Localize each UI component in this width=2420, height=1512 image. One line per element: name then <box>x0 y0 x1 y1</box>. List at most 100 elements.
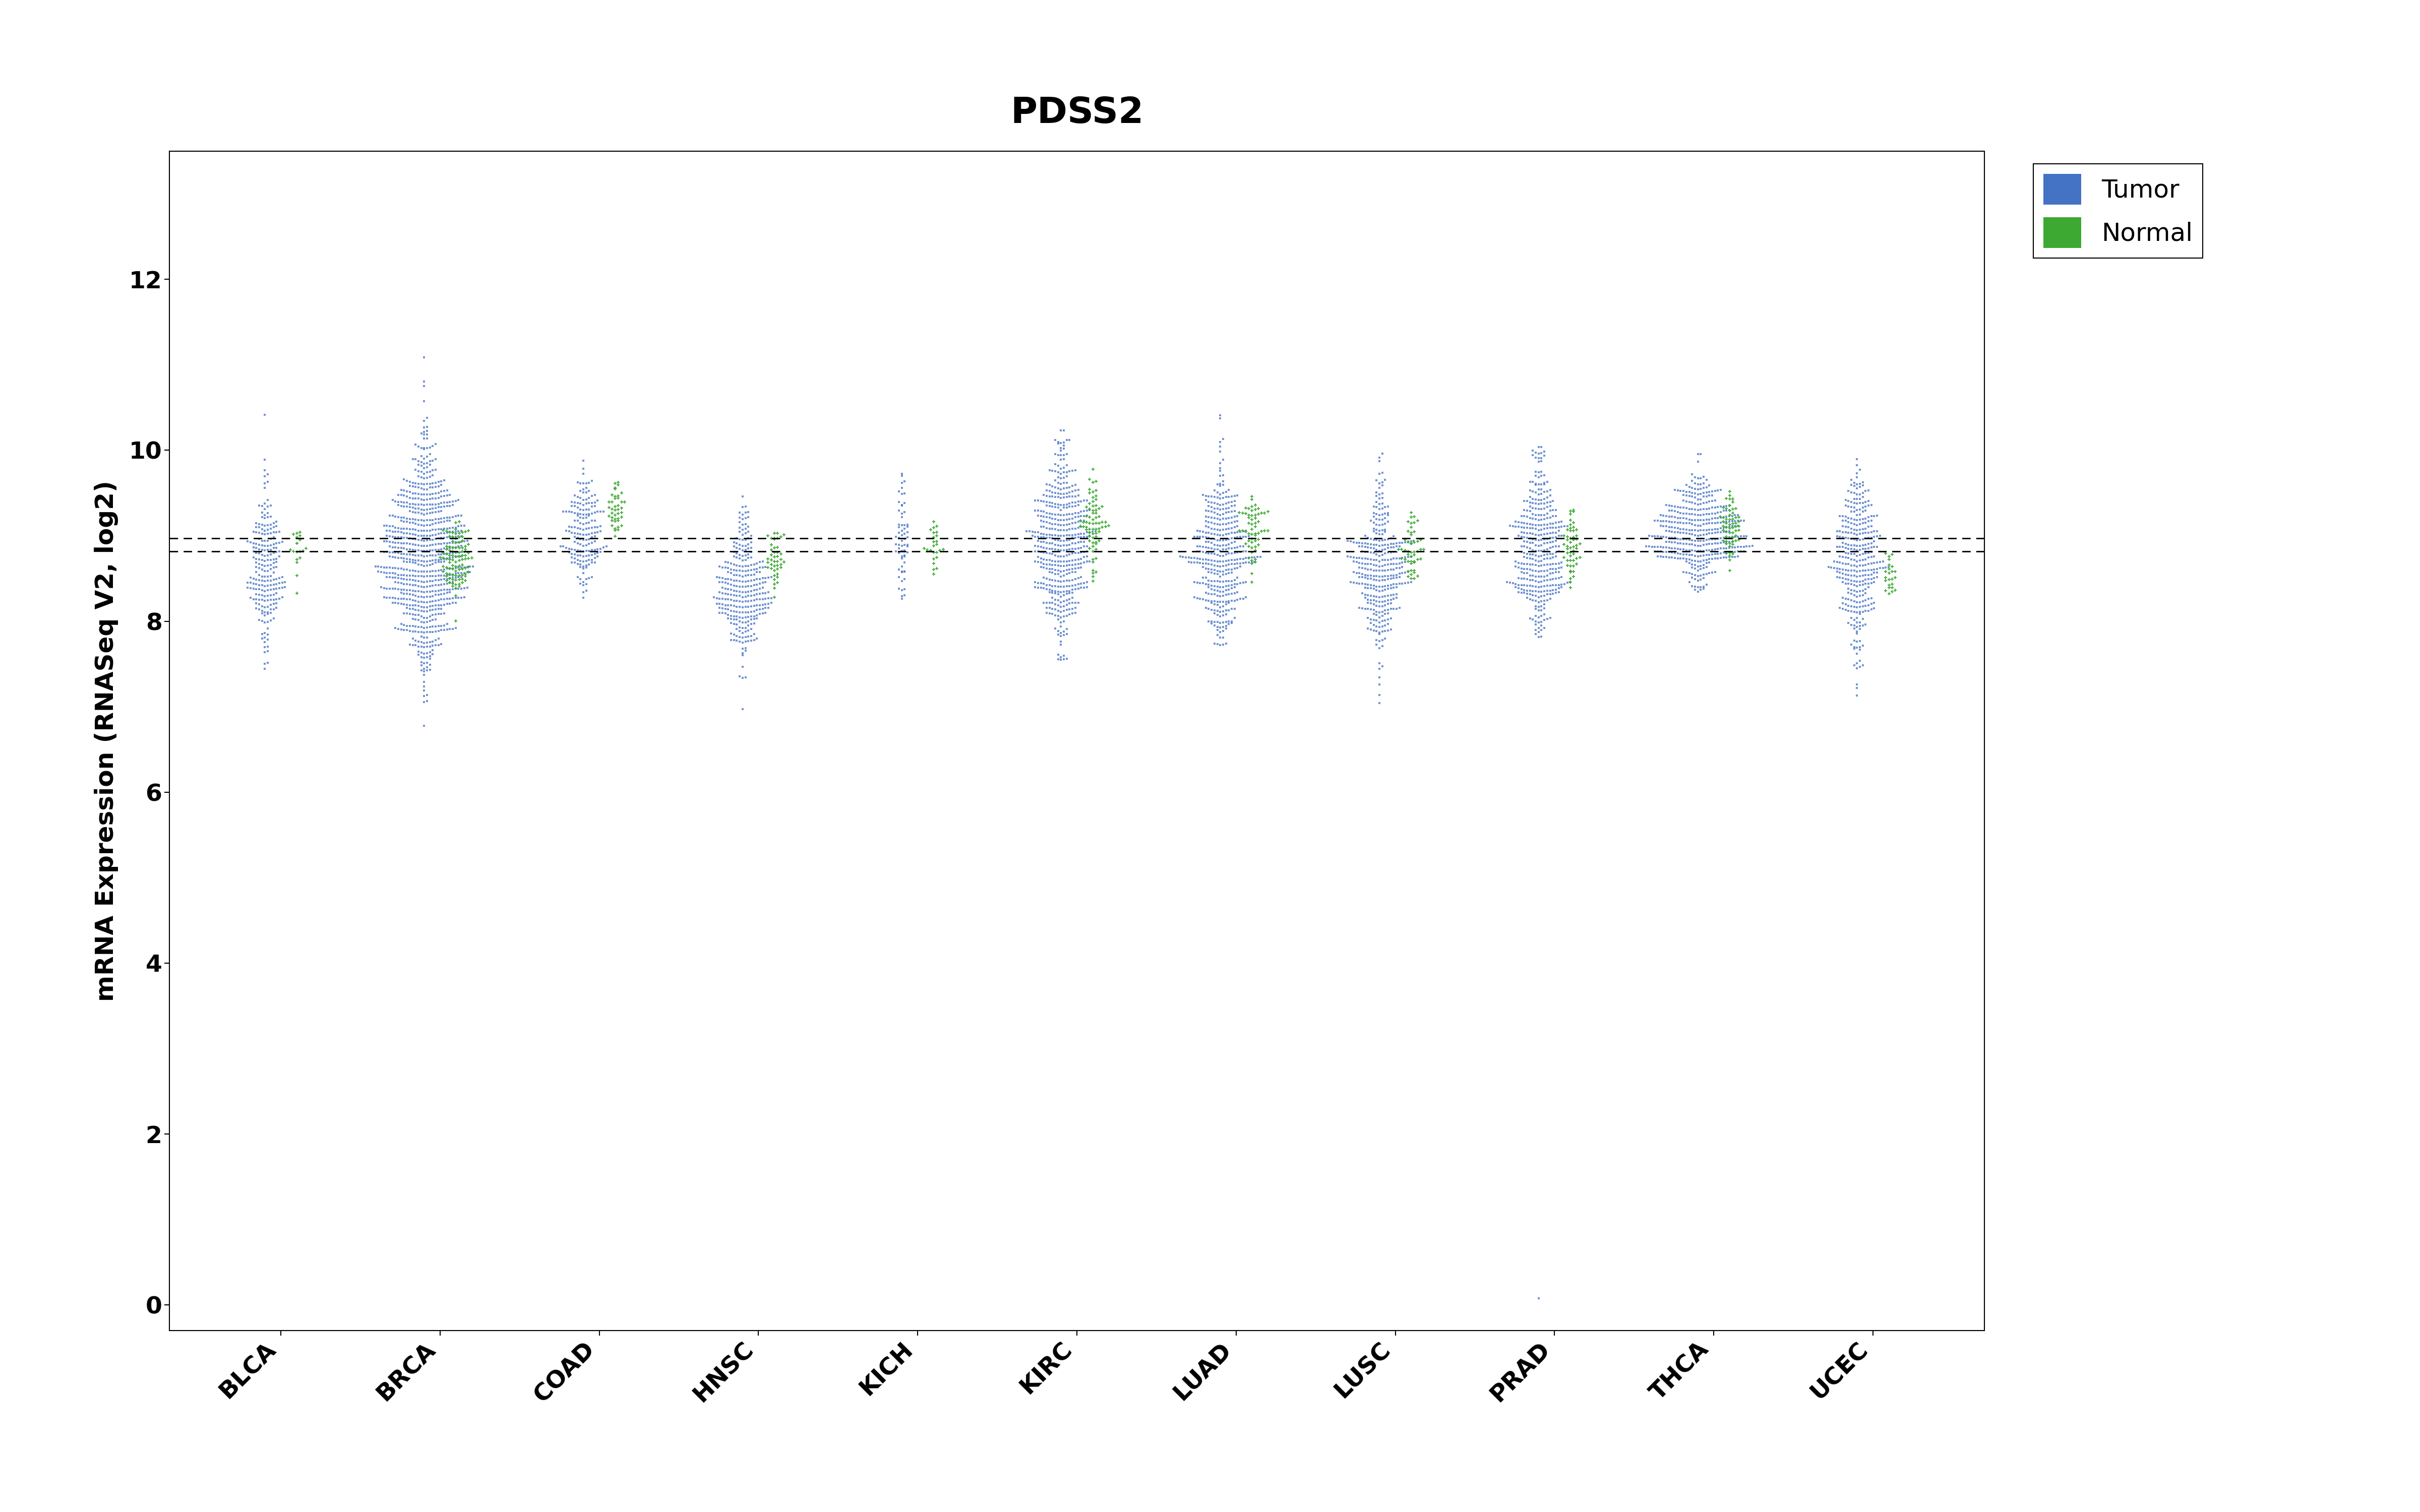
Point <box>1053 541 1091 565</box>
Point <box>1028 552 1067 576</box>
Point <box>1542 575 1580 599</box>
Point <box>750 581 789 605</box>
Point <box>1854 570 1892 594</box>
Point <box>762 547 801 572</box>
Point <box>1846 490 1885 514</box>
Point <box>915 547 953 572</box>
Point <box>1229 529 1268 553</box>
Point <box>576 500 615 525</box>
Point <box>1045 609 1084 634</box>
Point <box>728 575 767 599</box>
Point <box>1670 570 1709 594</box>
Point <box>1721 519 1759 543</box>
Point <box>1701 516 1740 540</box>
Point <box>1510 513 1549 537</box>
Point <box>1074 499 1113 523</box>
Point <box>1028 547 1067 572</box>
Point <box>421 547 460 572</box>
Point <box>1837 555 1876 579</box>
Point <box>876 540 915 564</box>
Point <box>1711 519 1750 543</box>
Point <box>1217 540 1256 564</box>
Point <box>762 541 801 565</box>
Point <box>402 513 440 537</box>
Point <box>1065 572 1104 596</box>
Point <box>1038 466 1077 490</box>
Point <box>1346 531 1384 555</box>
Point <box>281 546 319 570</box>
Point <box>1370 618 1408 643</box>
Point <box>407 519 445 543</box>
Point <box>426 479 465 503</box>
Point <box>883 476 922 500</box>
Point <box>1028 493 1067 517</box>
Point <box>1065 488 1104 513</box>
Point <box>385 593 424 617</box>
Point <box>1041 570 1079 594</box>
Point <box>724 549 762 573</box>
Point <box>402 564 440 588</box>
Point <box>741 550 779 575</box>
Point <box>1195 578 1234 602</box>
Point <box>1699 511 1738 535</box>
Point <box>1237 507 1275 531</box>
Point <box>1358 564 1396 588</box>
Point <box>249 584 288 608</box>
Point <box>569 511 607 535</box>
Point <box>1048 603 1087 627</box>
Point <box>1203 469 1241 493</box>
Point <box>1549 553 1588 578</box>
Point <box>721 528 760 552</box>
Point <box>1696 511 1735 535</box>
Point <box>1203 626 1241 650</box>
Point <box>1859 519 1897 543</box>
Point <box>373 585 411 609</box>
Point <box>731 624 770 649</box>
Point <box>414 549 453 573</box>
Point <box>762 525 801 549</box>
Point <box>1208 491 1246 516</box>
Point <box>1711 558 1750 582</box>
Point <box>1200 605 1239 629</box>
Point <box>1171 546 1210 570</box>
Point <box>249 617 288 641</box>
Point <box>728 600 767 624</box>
Point <box>407 658 445 682</box>
Point <box>1217 572 1256 596</box>
Point <box>1362 491 1401 516</box>
Point <box>1508 529 1546 553</box>
Point <box>1031 541 1070 565</box>
Point <box>600 493 639 517</box>
Point <box>878 541 917 565</box>
Point <box>390 547 428 572</box>
Point <box>252 517 290 541</box>
Point <box>1561 532 1600 556</box>
Point <box>1048 493 1087 517</box>
Point <box>1346 585 1384 609</box>
Point <box>382 591 421 615</box>
Point <box>402 579 440 603</box>
Point <box>1844 528 1883 552</box>
Point <box>1713 544 1752 569</box>
Point <box>428 564 467 588</box>
Point <box>1522 446 1561 470</box>
Point <box>1232 503 1270 528</box>
Point <box>1048 502 1087 526</box>
Point <box>743 602 782 626</box>
Point <box>1650 529 1689 553</box>
Point <box>1038 562 1077 587</box>
Point <box>1225 525 1263 549</box>
Point <box>716 584 755 608</box>
Point <box>1665 502 1704 526</box>
Point <box>1036 523 1074 547</box>
Point <box>1679 529 1718 553</box>
Point <box>731 579 770 603</box>
Point <box>1696 541 1735 565</box>
Point <box>1689 543 1728 567</box>
Point <box>561 502 600 526</box>
Point <box>1036 549 1074 573</box>
Point <box>433 525 472 549</box>
Point <box>1706 520 1745 544</box>
Point <box>714 534 753 558</box>
Point <box>1699 507 1738 531</box>
